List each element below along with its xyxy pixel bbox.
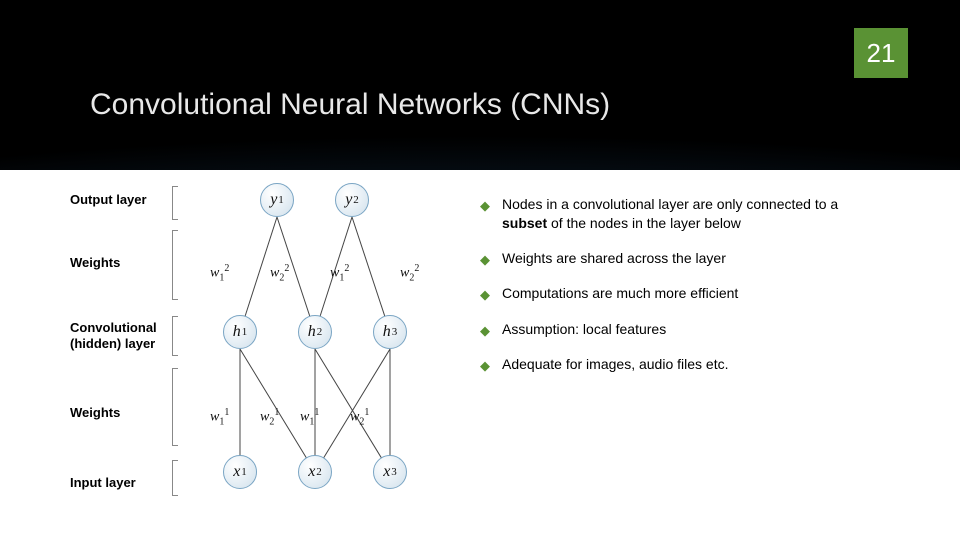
diamond-bullet-icon: ◆ bbox=[480, 357, 490, 375]
weight-label: w11 bbox=[210, 407, 229, 427]
label-weights-lower: Weights bbox=[70, 405, 120, 420]
bracket-weights-upper bbox=[172, 230, 178, 300]
page-number-badge: 21 bbox=[854, 28, 908, 78]
label-input: Input layer bbox=[70, 475, 136, 490]
network-node: h1 bbox=[223, 315, 257, 349]
bullet-item: ◆ Assumption: local features bbox=[480, 320, 880, 340]
label-output: Output layer bbox=[70, 192, 147, 207]
network-node: x3 bbox=[373, 455, 407, 489]
weight-label: w22 bbox=[400, 263, 419, 283]
bullet-item: ◆ Adequate for images, audio files etc. bbox=[480, 355, 880, 375]
bullet-item: ◆ Computations are much more efficient bbox=[480, 284, 880, 304]
diamond-bullet-icon: ◆ bbox=[480, 286, 490, 304]
bullet-text: Nodes in a convolutional layer are only … bbox=[502, 195, 880, 233]
weight-label: w12 bbox=[330, 263, 349, 283]
label-hidden: Convolutional(hidden) layer bbox=[70, 320, 157, 351]
diamond-bullet-icon: ◆ bbox=[480, 197, 490, 215]
network-node: h3 bbox=[373, 315, 407, 349]
bullet-text: Adequate for images, audio files etc. bbox=[502, 355, 728, 374]
network-node: y1 bbox=[260, 183, 294, 217]
bullet-text: Assumption: local features bbox=[502, 320, 666, 339]
weight-label: w21 bbox=[350, 407, 369, 427]
slide-title: Convolutional Neural Networks (CNNs) bbox=[90, 88, 610, 122]
weight-label: w22 bbox=[270, 263, 289, 283]
weight-label: w12 bbox=[210, 263, 229, 283]
bracket-weights-lower bbox=[172, 368, 178, 446]
bullet-text: Computations are much more efficient bbox=[502, 284, 738, 303]
bullet-item: ◆ Nodes in a convolutional layer are only… bbox=[480, 195, 880, 233]
bullet-item: ◆ Weights are shared across the layer bbox=[480, 249, 880, 269]
network-diagram: y1 y2 h1 h2 h3 x1 x2 x3 w12 w22 w12 w22 w11 w21 w11 w21 bbox=[190, 175, 460, 515]
diamond-bullet-icon: ◆ bbox=[480, 251, 490, 269]
diagram-column: Output layer Weights Convolutional(hidde… bbox=[0, 180, 480, 391]
bracket-output bbox=[172, 186, 178, 220]
bullets-column: ◆ Nodes in a convolutional layer are only… bbox=[480, 180, 920, 391]
network-node: x1 bbox=[223, 455, 257, 489]
network-node: y2 bbox=[335, 183, 369, 217]
network-node: h2 bbox=[298, 315, 332, 349]
bracket-hidden bbox=[172, 316, 178, 356]
diamond-bullet-icon: ◆ bbox=[480, 322, 490, 340]
network-node: x2 bbox=[298, 455, 332, 489]
label-weights-upper: Weights bbox=[70, 255, 120, 270]
bracket-input bbox=[172, 460, 178, 496]
slide-header: 21 Convolutional Neural Networks (CNNs) bbox=[0, 0, 960, 170]
slide-content: Output layer Weights Convolutional(hidde… bbox=[0, 180, 960, 391]
weight-label: w21 bbox=[260, 407, 279, 427]
header-background bbox=[0, 0, 960, 170]
weight-label: w11 bbox=[300, 407, 319, 427]
bullet-text: Weights are shared across the layer bbox=[502, 249, 726, 268]
